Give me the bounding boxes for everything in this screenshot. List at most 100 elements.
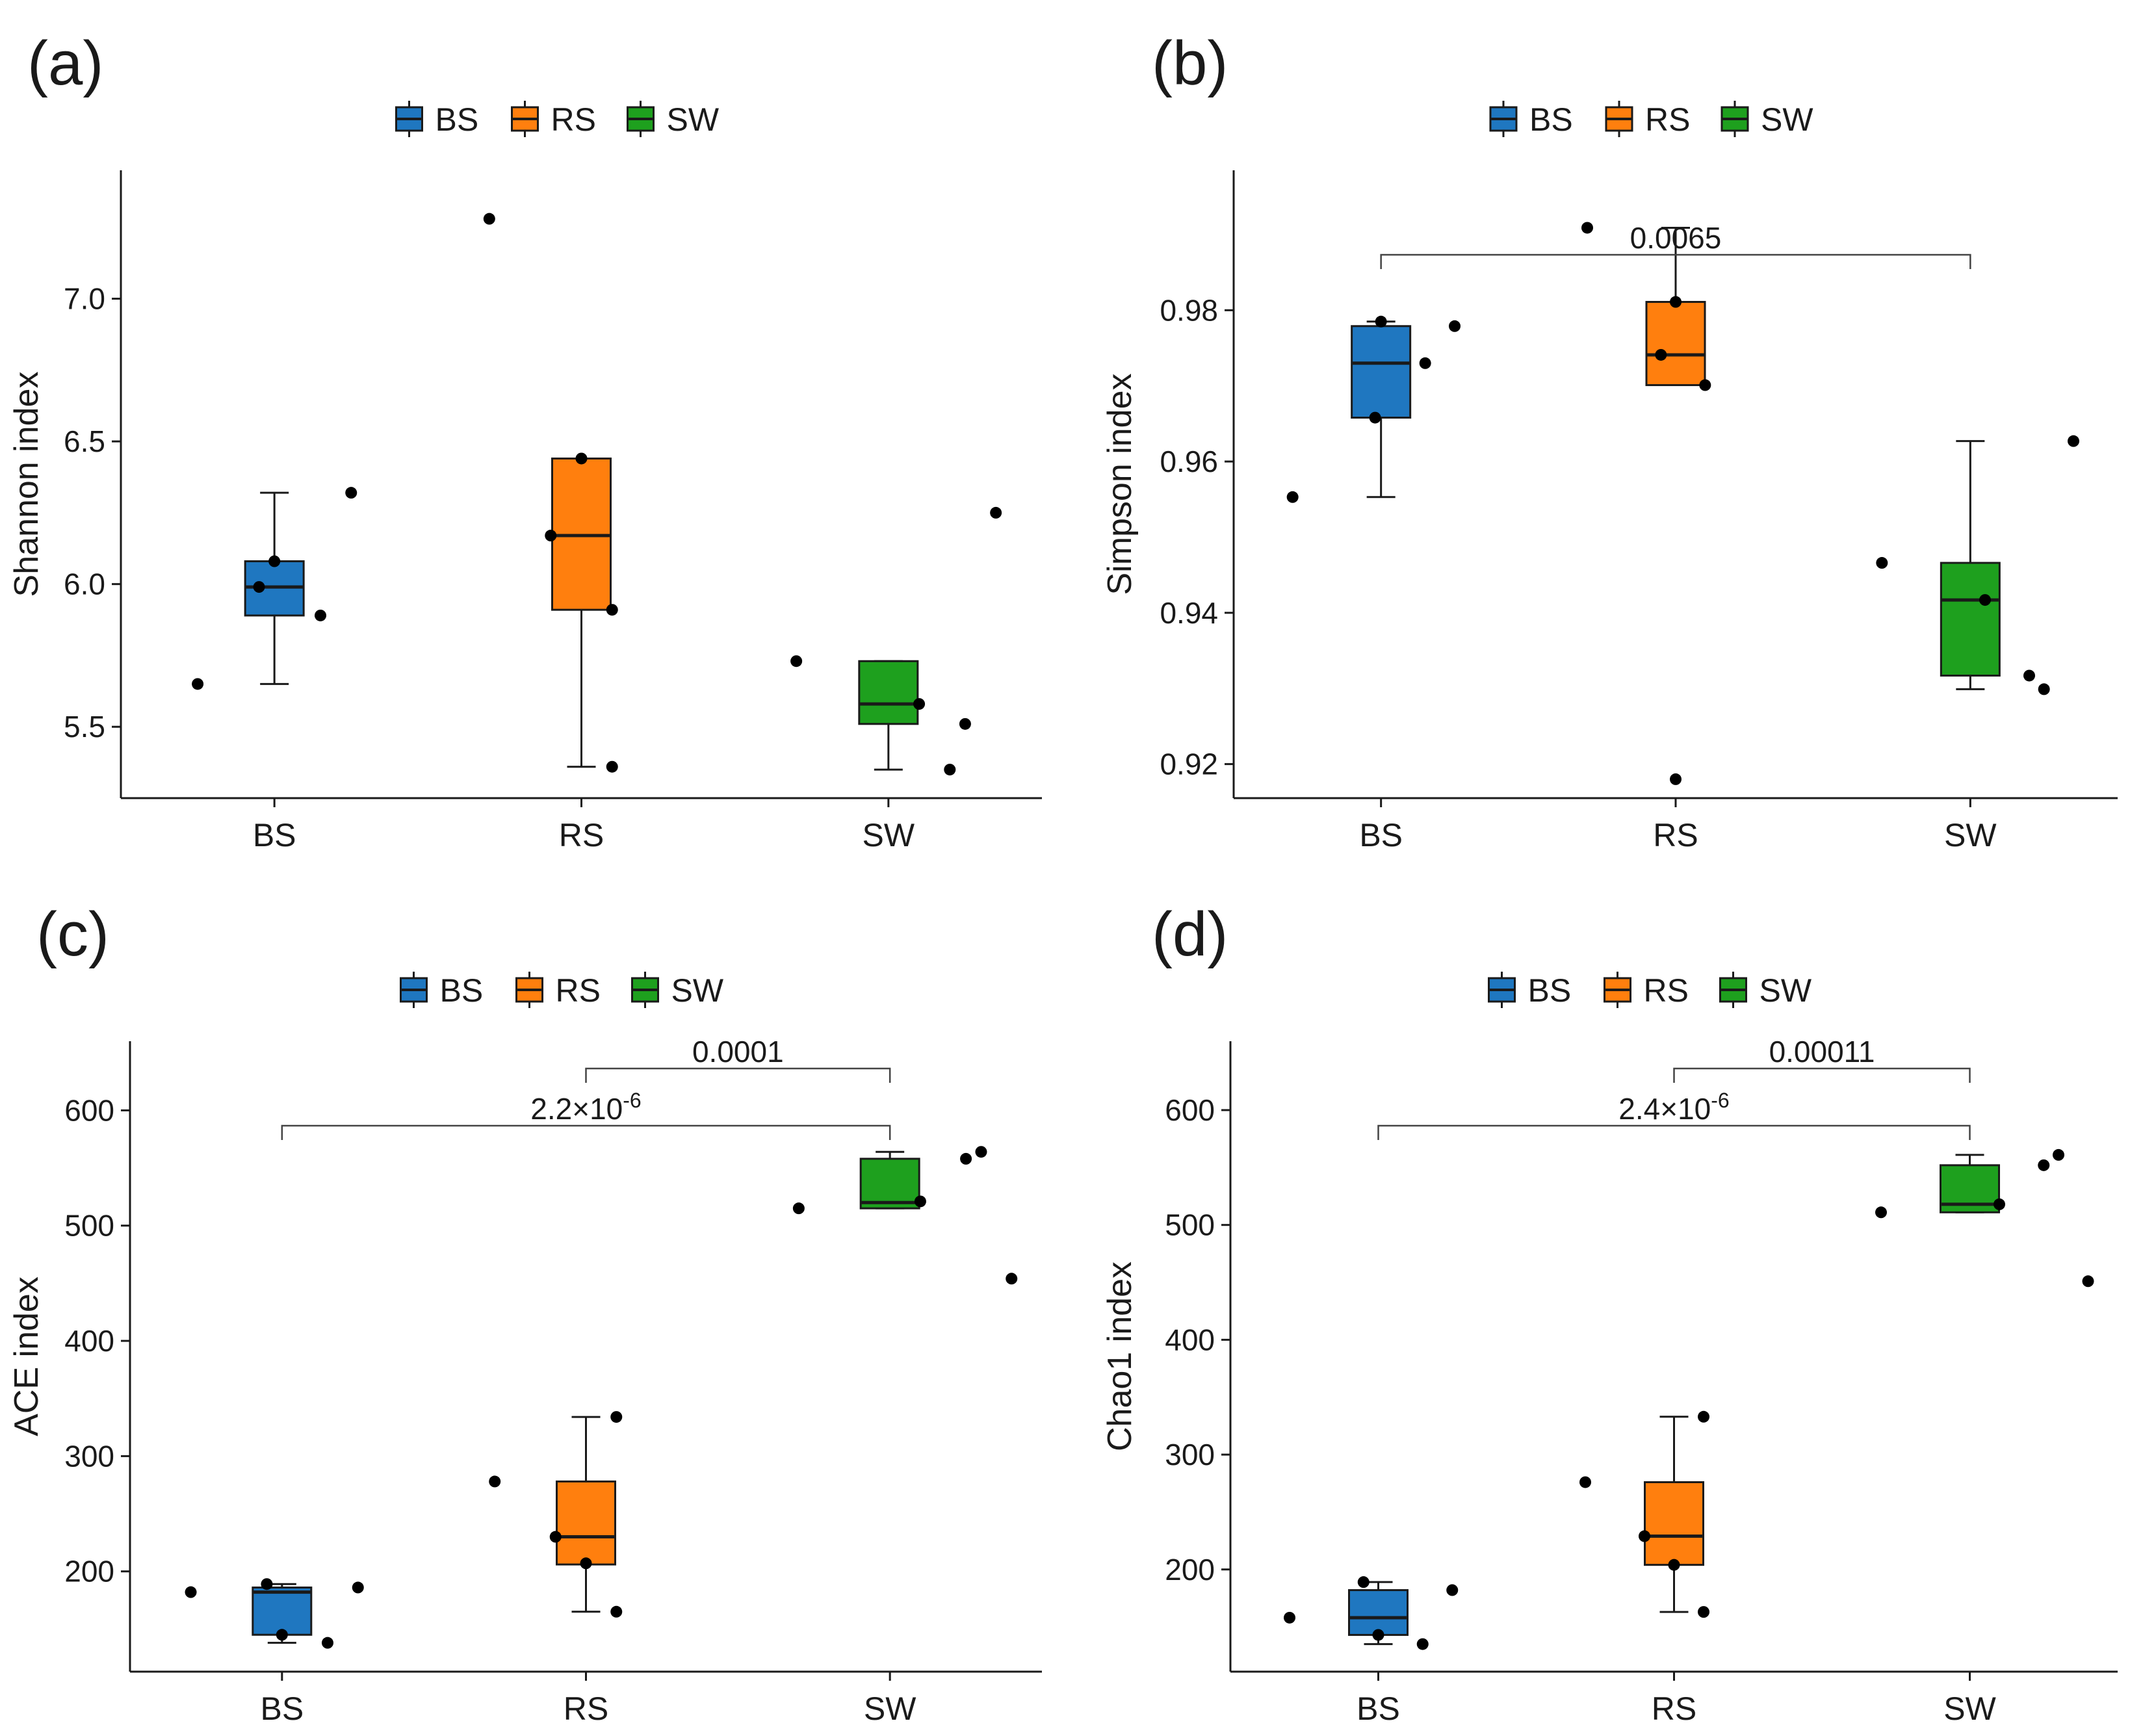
y-axis-title: Shannon index (8, 372, 45, 597)
data-point-rs (606, 604, 618, 616)
legend-label: BS (435, 101, 479, 138)
legend-item-sw: SW (1719, 972, 1812, 1009)
data-point-bs (1286, 491, 1299, 503)
legend-label: SW (671, 972, 724, 1009)
box-iqr (1348, 1589, 1409, 1636)
data-point-bs (1284, 1611, 1295, 1624)
data-point-sw (2053, 1148, 2064, 1161)
legend-item-rs: RS (1604, 972, 1689, 1009)
x-tick-label: SW (864, 1691, 916, 1723)
significance-bracket: 0.00011 (1673, 1035, 1971, 1083)
data-point-bs (1369, 411, 1381, 424)
legend-label: BS (1528, 972, 1572, 1009)
data-point-sw (960, 1152, 972, 1165)
data-point-sw (2068, 435, 2079, 447)
y-tick-label: 200 (1165, 1553, 1215, 1587)
bracket-line (1380, 253, 1971, 269)
x-tick-label: BS (1359, 817, 1403, 853)
data-point-sw (914, 1195, 926, 1208)
legend-item-sw: SW (631, 972, 724, 1009)
data-point-bs (253, 581, 265, 593)
legend-item-bs: BS (1489, 101, 1573, 138)
data-point-sw (1876, 557, 1888, 569)
panel-d: (d) BS RS SW 200 300 400 500 600 Chao1 index BS RS S… (1101, 900, 2118, 1723)
data-point-bs (321, 1637, 333, 1649)
box-iqr (1940, 562, 2001, 677)
data-point-bs (315, 609, 327, 621)
legend: BS RS SW (1489, 101, 1813, 138)
data-point-sw (990, 506, 1002, 519)
significance-bracket: 0.0001 (585, 1035, 891, 1083)
legend-item-rs: RS (1605, 101, 1690, 138)
box-sw (1940, 440, 2001, 690)
data-point-rs (1670, 296, 1682, 308)
y-tick-label: 0.94 (1160, 596, 1218, 630)
data-point-rs (549, 1531, 562, 1543)
data-point-bs (276, 1629, 288, 1641)
data-point-bs (352, 1581, 364, 1594)
box-iqr (556, 1480, 616, 1566)
box-bs (1348, 1581, 1409, 1646)
data-point-bs (345, 487, 357, 499)
data-point-rs (610, 1605, 623, 1618)
panel-a: (a) BS RS SW 5.5 6.0 6.5 7.0 Shannon index BS RS SW (8, 29, 1042, 853)
legend-item-rs: RS (511, 101, 596, 138)
bracket-line (1673, 1067, 1971, 1083)
panel-c: (c) BS RS SW 200 300 400 500 600 ACE index BS RS SW 0… (8, 900, 1042, 1723)
data-point-rs (1698, 1606, 1709, 1618)
data-point-rs (575, 452, 588, 465)
legend-label: RS (1645, 101, 1690, 138)
x-tick-label: BS (253, 817, 296, 853)
legend-label: BS (1529, 101, 1573, 138)
data-point-sw (2038, 683, 2050, 695)
box-iqr (1644, 1481, 1704, 1566)
data-point-rs (1668, 1559, 1680, 1571)
legend-label: RS (1644, 972, 1689, 1009)
legend: BS RS SW (395, 101, 720, 138)
data-point-rs (1670, 773, 1682, 785)
data-point-bs (1449, 320, 1461, 332)
y-tick-label: 300 (1165, 1438, 1215, 1471)
x-tick-label: RS (564, 1691, 608, 1723)
data-point-bs (1372, 1629, 1384, 1641)
x-tick-label: BS (1357, 1691, 1400, 1723)
panel-label: (a) (27, 29, 103, 98)
box-sw (859, 1150, 920, 1210)
legend-item-bs: BS (395, 101, 479, 138)
y-tick-label: 500 (1165, 1208, 1215, 1242)
y-tick-label: 6.5 (64, 424, 105, 458)
significance-bracket: 2.2×10-6 (281, 1089, 891, 1140)
significance-bracket: 2.4×10-6 (1377, 1089, 1971, 1140)
box-bs (1351, 320, 1412, 499)
legend-label: SW (1760, 972, 1812, 1009)
y-tick-label: 400 (1165, 1323, 1215, 1356)
y-tick-label: 200 (64, 1555, 114, 1588)
x-tick-label: SW (1943, 1691, 1996, 1723)
box-iqr (859, 1158, 920, 1210)
y-tick-label: 600 (64, 1093, 114, 1127)
p-value-label: 0.00011 (1769, 1035, 1875, 1069)
x-tick-label: SW (863, 817, 915, 853)
y-tick-label: 600 (1165, 1093, 1215, 1127)
box-iqr (1351, 325, 1412, 419)
data-point-rs (1581, 222, 1593, 234)
box-iqr (858, 660, 919, 725)
bracket-line (1377, 1124, 1971, 1140)
y-axis-title: Chao1 index (1101, 1262, 1139, 1451)
box-sw (858, 660, 919, 771)
data-point-rs (1579, 1476, 1591, 1488)
p-value-label: 2.2×10-6 (530, 1089, 641, 1126)
data-point-bs (1416, 1638, 1429, 1650)
legend-item-sw: SW (627, 101, 720, 138)
box-sw (1940, 1154, 2000, 1213)
data-point-sw (2038, 1159, 2050, 1171)
legend: BS RS SW (1488, 972, 1812, 1009)
data-point-sw (944, 764, 956, 776)
legend-label: SW (1761, 101, 1813, 138)
x-tick-label: RS (1653, 817, 1698, 853)
data-point-sw (1006, 1273, 1018, 1285)
y-tick-label: 7.0 (64, 282, 105, 316)
y-tick-label: 400 (64, 1324, 114, 1358)
x-tick-label: RS (1652, 1691, 1696, 1723)
